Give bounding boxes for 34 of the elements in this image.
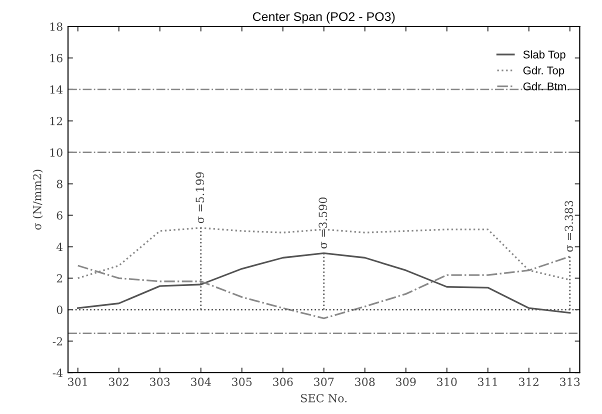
y-tick-label: 10 <box>50 148 62 157</box>
y-tick-label: 6 <box>56 211 62 220</box>
y-tick-label: 12 <box>50 116 62 126</box>
y-tick-label: 14 <box>50 85 63 94</box>
x-tick-label: 312 <box>519 378 538 386</box>
x-tick-label: 308 <box>355 378 375 386</box>
y-tick-label: 0 <box>56 306 62 314</box>
y-tick-label: 2 <box>56 274 62 282</box>
legend-label: Slab Top <box>523 50 566 61</box>
annotation: σ =3.590 <box>318 198 328 248</box>
y-tick-label: 8 <box>56 180 62 188</box>
x-tick-label: 310 <box>437 378 457 386</box>
x-tick-label: 301 <box>68 378 87 386</box>
annotation: σ =3.383 <box>564 200 574 252</box>
chart-title: Center Span (PO2 - PO3) <box>252 12 395 24</box>
x-tick-label: 304 <box>191 378 211 386</box>
x-axis-title: SEC No. <box>301 394 347 402</box>
annotation: σ =5.199 <box>196 172 204 224</box>
y-tick-label: 16 <box>50 54 62 62</box>
x-tick-label: 307 <box>314 378 334 386</box>
y-tick-label: 4 <box>56 242 63 251</box>
y-tick-label: -2 <box>52 337 62 346</box>
x-tick-label: 305 <box>232 378 252 386</box>
x-tick-label: 311 <box>478 378 497 386</box>
x-tick-label: 313 <box>560 378 580 386</box>
y-tick-label: -4 <box>52 368 63 377</box>
y-axis-title: σ (N/mm2) <box>32 170 43 230</box>
legend-label: Gdr. Btm. <box>523 82 569 90</box>
x-tick-label: 302 <box>109 378 128 386</box>
legend-label: Gdr. Top <box>523 66 564 77</box>
x-tick-label: 303 <box>150 378 170 386</box>
x-tick-label: 309 <box>396 378 416 386</box>
x-tick-label: 306 <box>273 378 293 386</box>
y-tick-label: 18 <box>50 22 62 31</box>
